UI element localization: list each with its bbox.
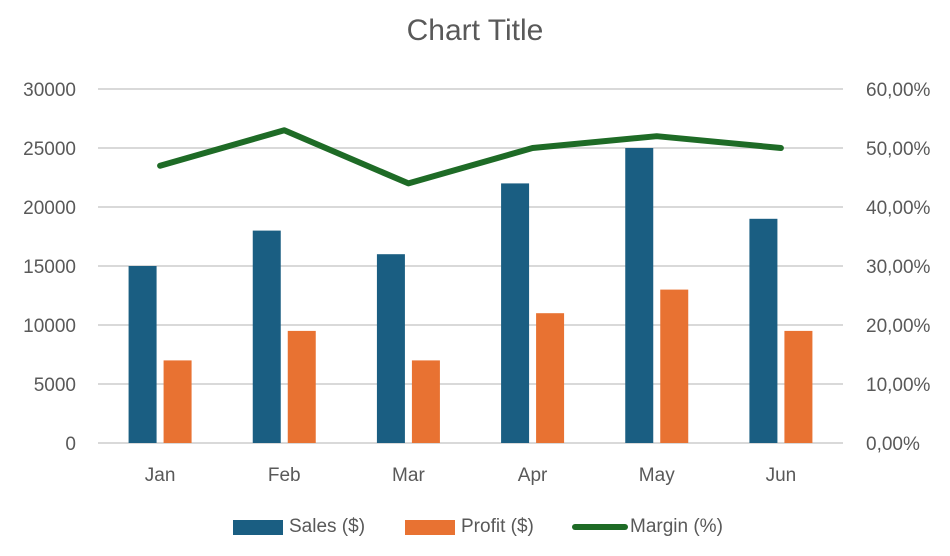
bar-sales-jun[interactable] — [749, 218, 778, 443]
bar-sales-apr[interactable] — [501, 183, 530, 443]
right-axis-tick: 40,00% — [866, 198, 931, 219]
left-axis-tick: 30000 — [23, 80, 76, 101]
x-axis-tick: Feb — [268, 465, 301, 486]
bar-profit-apr[interactable] — [536, 313, 565, 443]
bar-profit-jan[interactable] — [163, 360, 192, 443]
x-axis-tick: May — [639, 465, 675, 486]
legend-item-margin[interactable]: Margin (%) — [572, 512, 723, 542]
bar-profit-feb[interactable] — [287, 330, 316, 443]
bar-sales-jan[interactable] — [128, 266, 157, 443]
left-axis-tick: 0 — [65, 434, 76, 455]
left-axis-tick: 5000 — [34, 375, 76, 396]
bar-profit-may[interactable] — [660, 289, 689, 443]
legend-item-profit[interactable]: Profit ($) — [405, 512, 534, 542]
right-axis-tick: 10,00% — [866, 375, 931, 396]
right-axis-tick: 50,00% — [866, 139, 931, 160]
left-axis-tick: 10000 — [23, 316, 76, 337]
bar-profit-jun[interactable] — [784, 330, 813, 443]
legend-label-profit: Profit ($) — [461, 516, 534, 537]
bar-sales-mar[interactable] — [376, 254, 405, 443]
margin-line[interactable] — [157, 127, 784, 187]
legend-label-margin: Margin (%) — [630, 516, 723, 537]
left-axis-tick: 25000 — [23, 139, 76, 160]
bar-profit-mar[interactable] — [411, 360, 440, 443]
bar-sales-feb[interactable] — [252, 230, 281, 443]
margin-line-swatch — [572, 524, 628, 530]
left-axis-tick: 20000 — [23, 198, 76, 219]
profit-swatch — [405, 519, 455, 535]
right-axis-tick: 60,00% — [866, 80, 931, 101]
right-axis-tick: 30,00% — [866, 257, 931, 278]
chart-title: Chart Title — [406, 14, 544, 47]
right-axis-tick: 20,00% — [866, 316, 931, 337]
right-axis-tick: 0,00% — [866, 434, 920, 455]
x-axis-tick: Jan — [145, 465, 176, 486]
chart-legend: Sales ($) Profit ($) Margin (%) — [0, 512, 950, 542]
left-axis-tick: 15000 — [23, 257, 76, 278]
x-axis-tick: Jun — [766, 465, 797, 486]
x-axis-tick: Apr — [518, 465, 548, 486]
bar-sales-may[interactable] — [625, 148, 654, 443]
sales-swatch — [233, 519, 283, 535]
legend-label-sales: Sales ($) — [289, 516, 366, 537]
legend-item-sales[interactable]: Sales ($) — [233, 512, 365, 542]
x-axis-tick: Mar — [392, 465, 425, 486]
